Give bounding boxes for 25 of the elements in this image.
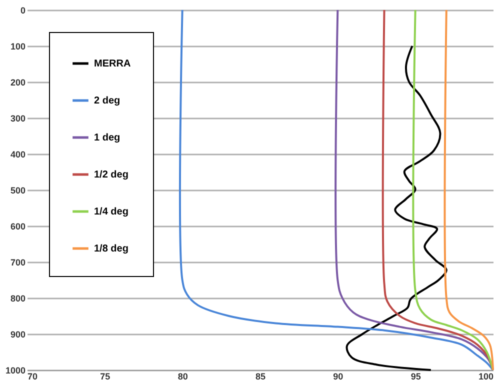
legend-label: MERRA xyxy=(94,58,131,70)
x-tick-label: 80 xyxy=(178,372,188,382)
y-tick-label: 400 xyxy=(10,150,26,160)
y-tick-label: 600 xyxy=(10,222,26,232)
x-tick-label: 90 xyxy=(333,372,344,382)
y-tick-label: 700 xyxy=(10,258,26,268)
y-tick-label: 500 xyxy=(10,186,26,196)
x-tick-label: 70 xyxy=(28,372,38,382)
legend-label: 1/4 deg xyxy=(94,206,128,218)
legend-label: 1/8 deg xyxy=(94,244,128,254)
y-tick-label: 800 xyxy=(10,294,26,304)
y-tick-label: 100 xyxy=(10,42,26,52)
x-tick-label: 95 xyxy=(410,372,421,382)
x-tick-label: 100 xyxy=(478,372,494,382)
legend-label: 2 deg xyxy=(94,96,120,106)
legend-label: 1 deg xyxy=(94,132,120,144)
x-tick-label: 85 xyxy=(255,372,266,382)
y-tick-label: 900 xyxy=(10,330,26,340)
x-tick-label: 75 xyxy=(100,372,110,382)
y-tick-label: 0 xyxy=(20,6,26,16)
y-tick-label: 200 xyxy=(10,78,26,88)
line-series xyxy=(346,45,448,371)
y-tick-label: 1000 xyxy=(5,366,26,376)
y-tick-label: 300 xyxy=(10,114,26,124)
legend-label: 1/2 deg xyxy=(94,170,128,180)
